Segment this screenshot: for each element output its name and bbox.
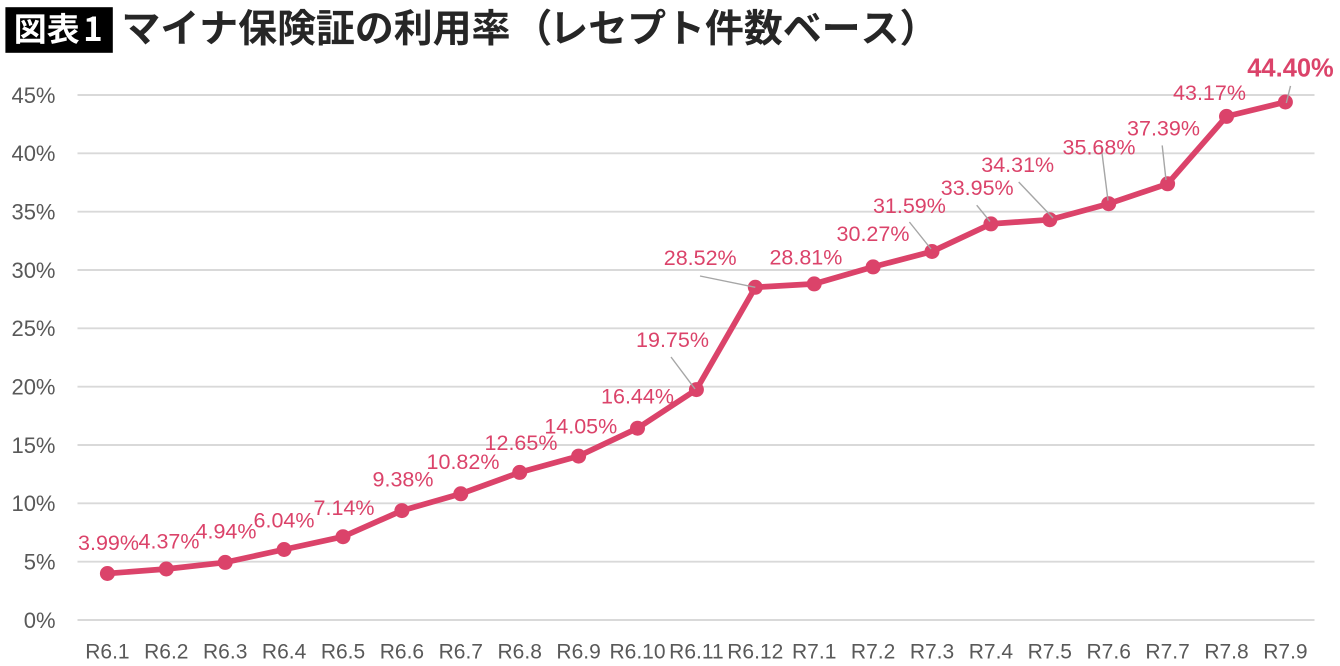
svg-text:R6.5: R6.5 [321, 641, 365, 664]
svg-text:R7.1: R7.1 [792, 641, 836, 664]
svg-text:44.40%: 44.40% [1247, 55, 1334, 83]
svg-text:4.37%: 4.37% [139, 529, 200, 553]
svg-text:20%: 20% [11, 375, 55, 400]
svg-text:R6.8: R6.8 [498, 641, 542, 664]
svg-text:31.59%: 31.59% [873, 194, 946, 218]
svg-text:7.14%: 7.14% [314, 496, 375, 520]
svg-text:R7.9: R7.9 [1263, 641, 1307, 664]
svg-text:28.81%: 28.81% [769, 246, 842, 270]
svg-text:R6.6: R6.6 [380, 641, 424, 664]
svg-text:R7.3: R7.3 [910, 641, 954, 664]
svg-text:40%: 40% [11, 141, 55, 166]
svg-text:9.38%: 9.38% [373, 467, 434, 491]
svg-text:37.39%: 37.39% [1127, 117, 1200, 141]
svg-text:35.68%: 35.68% [1063, 136, 1136, 160]
svg-text:R7.2: R7.2 [851, 641, 895, 664]
svg-text:34.31%: 34.31% [981, 153, 1054, 177]
svg-text:6.04%: 6.04% [254, 508, 315, 532]
svg-text:R6.11: R6.11 [669, 641, 723, 664]
svg-text:3.99%: 3.99% [78, 531, 139, 555]
svg-text:R6.3: R6.3 [203, 641, 247, 664]
svg-text:15%: 15% [11, 433, 55, 458]
svg-text:30.27%: 30.27% [837, 222, 910, 246]
svg-text:R7.8: R7.8 [1204, 641, 1248, 664]
svg-text:43.17%: 43.17% [1173, 81, 1246, 105]
svg-text:R6.4: R6.4 [262, 641, 307, 664]
svg-text:R6.7: R6.7 [439, 641, 483, 664]
svg-text:19.75%: 19.75% [636, 328, 709, 352]
svg-text:28.52%: 28.52% [664, 246, 737, 270]
svg-text:4.94%: 4.94% [196, 519, 257, 543]
svg-text:R6.10: R6.10 [609, 641, 665, 664]
svg-text:25%: 25% [11, 316, 55, 341]
svg-text:33.95%: 33.95% [941, 176, 1014, 200]
svg-text:R6.2: R6.2 [144, 641, 188, 664]
svg-text:16.44%: 16.44% [601, 384, 674, 408]
svg-text:R6.9: R6.9 [556, 641, 600, 664]
svg-text:10.82%: 10.82% [427, 450, 500, 474]
svg-text:R6.12: R6.12 [727, 641, 783, 664]
svg-text:5%: 5% [24, 550, 56, 575]
svg-text:R6.1: R6.1 [85, 641, 129, 664]
svg-text:45%: 45% [11, 83, 55, 108]
svg-text:30%: 30% [11, 258, 55, 283]
svg-text:R7.5: R7.5 [1028, 641, 1072, 664]
svg-text:R7.4: R7.4 [969, 641, 1014, 664]
svg-text:0%: 0% [24, 608, 56, 633]
svg-text:R7.7: R7.7 [1145, 641, 1189, 664]
svg-text:14.05%: 14.05% [544, 414, 617, 438]
svg-text:R7.6: R7.6 [1087, 641, 1131, 664]
svg-text:12.65%: 12.65% [485, 431, 558, 455]
svg-text:10%: 10% [11, 491, 55, 516]
svg-text:35%: 35% [11, 200, 55, 225]
